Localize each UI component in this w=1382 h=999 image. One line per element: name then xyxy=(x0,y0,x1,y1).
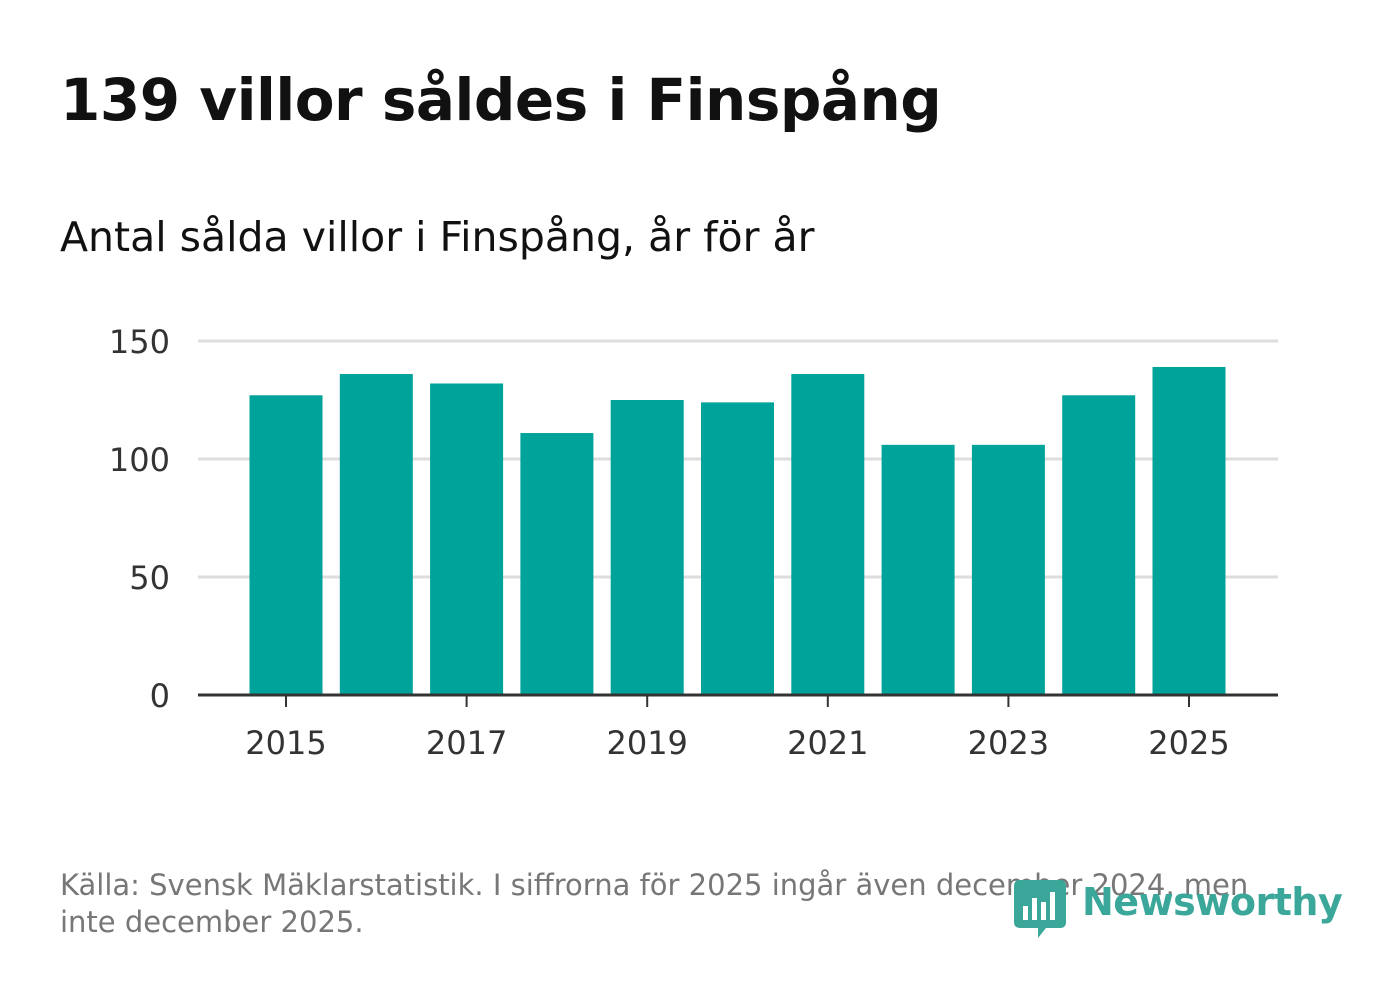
bar-2019[interactable] xyxy=(610,400,684,695)
newsworthy-logo[interactable]: Newsworthy xyxy=(1010,876,1343,942)
logo-text: Newsworthy xyxy=(1082,880,1343,924)
x-tick-label: 2021 xyxy=(787,724,868,762)
y-tick-label: 50 xyxy=(129,559,170,597)
bar-2024[interactable] xyxy=(1062,395,1136,695)
bar-2017[interactable] xyxy=(430,383,504,695)
x-tick-label: 2023 xyxy=(968,724,1049,762)
bar-2018[interactable] xyxy=(520,433,594,695)
bar-2025[interactable] xyxy=(1152,366,1226,695)
newsworthy-logo-icon xyxy=(1014,880,1066,938)
chart-title: 139 villor såldes i Finspång xyxy=(60,66,942,134)
bar-2021[interactable] xyxy=(791,374,865,695)
bar-2015[interactable] xyxy=(249,395,323,695)
y-tick-label: 0 xyxy=(150,677,170,715)
bar-2023[interactable] xyxy=(971,444,1045,695)
x-tick-label: 2025 xyxy=(1148,724,1229,762)
bar-2016[interactable] xyxy=(339,374,413,695)
chart-subtitle: Antal sålda villor i Finspång, år för år xyxy=(60,213,815,261)
bar-2022[interactable] xyxy=(881,444,955,695)
x-tick-label: 2017 xyxy=(426,724,507,762)
x-tick-label: 2015 xyxy=(245,724,326,762)
y-tick-label: 150 xyxy=(109,323,170,361)
y-tick-label: 100 xyxy=(109,441,170,479)
bar-2020[interactable] xyxy=(701,402,774,695)
x-tick-label: 2019 xyxy=(606,724,687,762)
